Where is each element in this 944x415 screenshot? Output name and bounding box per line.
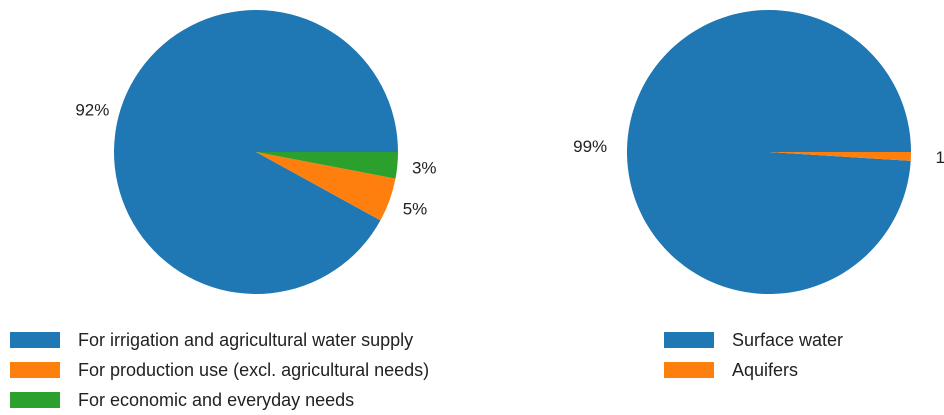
pie-chart-water-source: 99% 1% [573,9,944,294]
legend-label: For irrigation and agricultural water su… [78,329,414,350]
legend-item-surface-water: Surface water [664,325,843,355]
legend-swatch [664,362,714,378]
legend-swatch [10,362,60,378]
legend-label: Aquifers [732,359,799,380]
pie-left-label-for-production-use-excl-agricultural-needs: 5% [403,200,428,219]
legend-label: For economic and everyday needs [78,389,355,410]
pie-left-slice-for-production-use-excl-agricultural-needs [256,152,396,221]
pie-left-label-for-economic-and-everyday-needs: 3% [412,158,437,177]
pie-right-slice-surface-water [626,9,912,294]
pie-chart-water-use: 92% 5% 3% [75,9,437,294]
pie-left-label-for-irrigation-and-agricultural-water-supply: 92% [75,100,109,119]
legend-swatch [664,332,714,348]
pie-right-slice-aquifers [769,152,911,161]
pie-left-slice-for-economic-and-everyday-needs [256,152,398,179]
pie-right-label-aquifers: 1% [936,148,944,167]
pie-right-label-surface-water: 99% [573,137,607,156]
legend-label: For production use (excl. agricultural n… [78,359,430,380]
legend-swatch [10,392,60,408]
legend-swatch [10,332,60,348]
pie-left-slice-for-irrigation-and-agricultural-water-supply [113,9,398,294]
legend-item-for-economic-and-everyday-needs: For economic and everyday needs [10,385,429,415]
legend-item-for-irrigation-and-agricultural-water-supply: For irrigation and agricultural water su… [10,325,429,355]
legend-water-source: Surface water Aquifers [664,325,843,385]
legend-water-use: For irrigation and agricultural water su… [10,325,429,415]
legend-item-aquifers: Aquifers [664,355,843,385]
legend-item-for-production-use-excl-agricultural-needs: For production use (excl. agricultural n… [10,355,429,385]
legend-label: Surface water [732,329,844,350]
